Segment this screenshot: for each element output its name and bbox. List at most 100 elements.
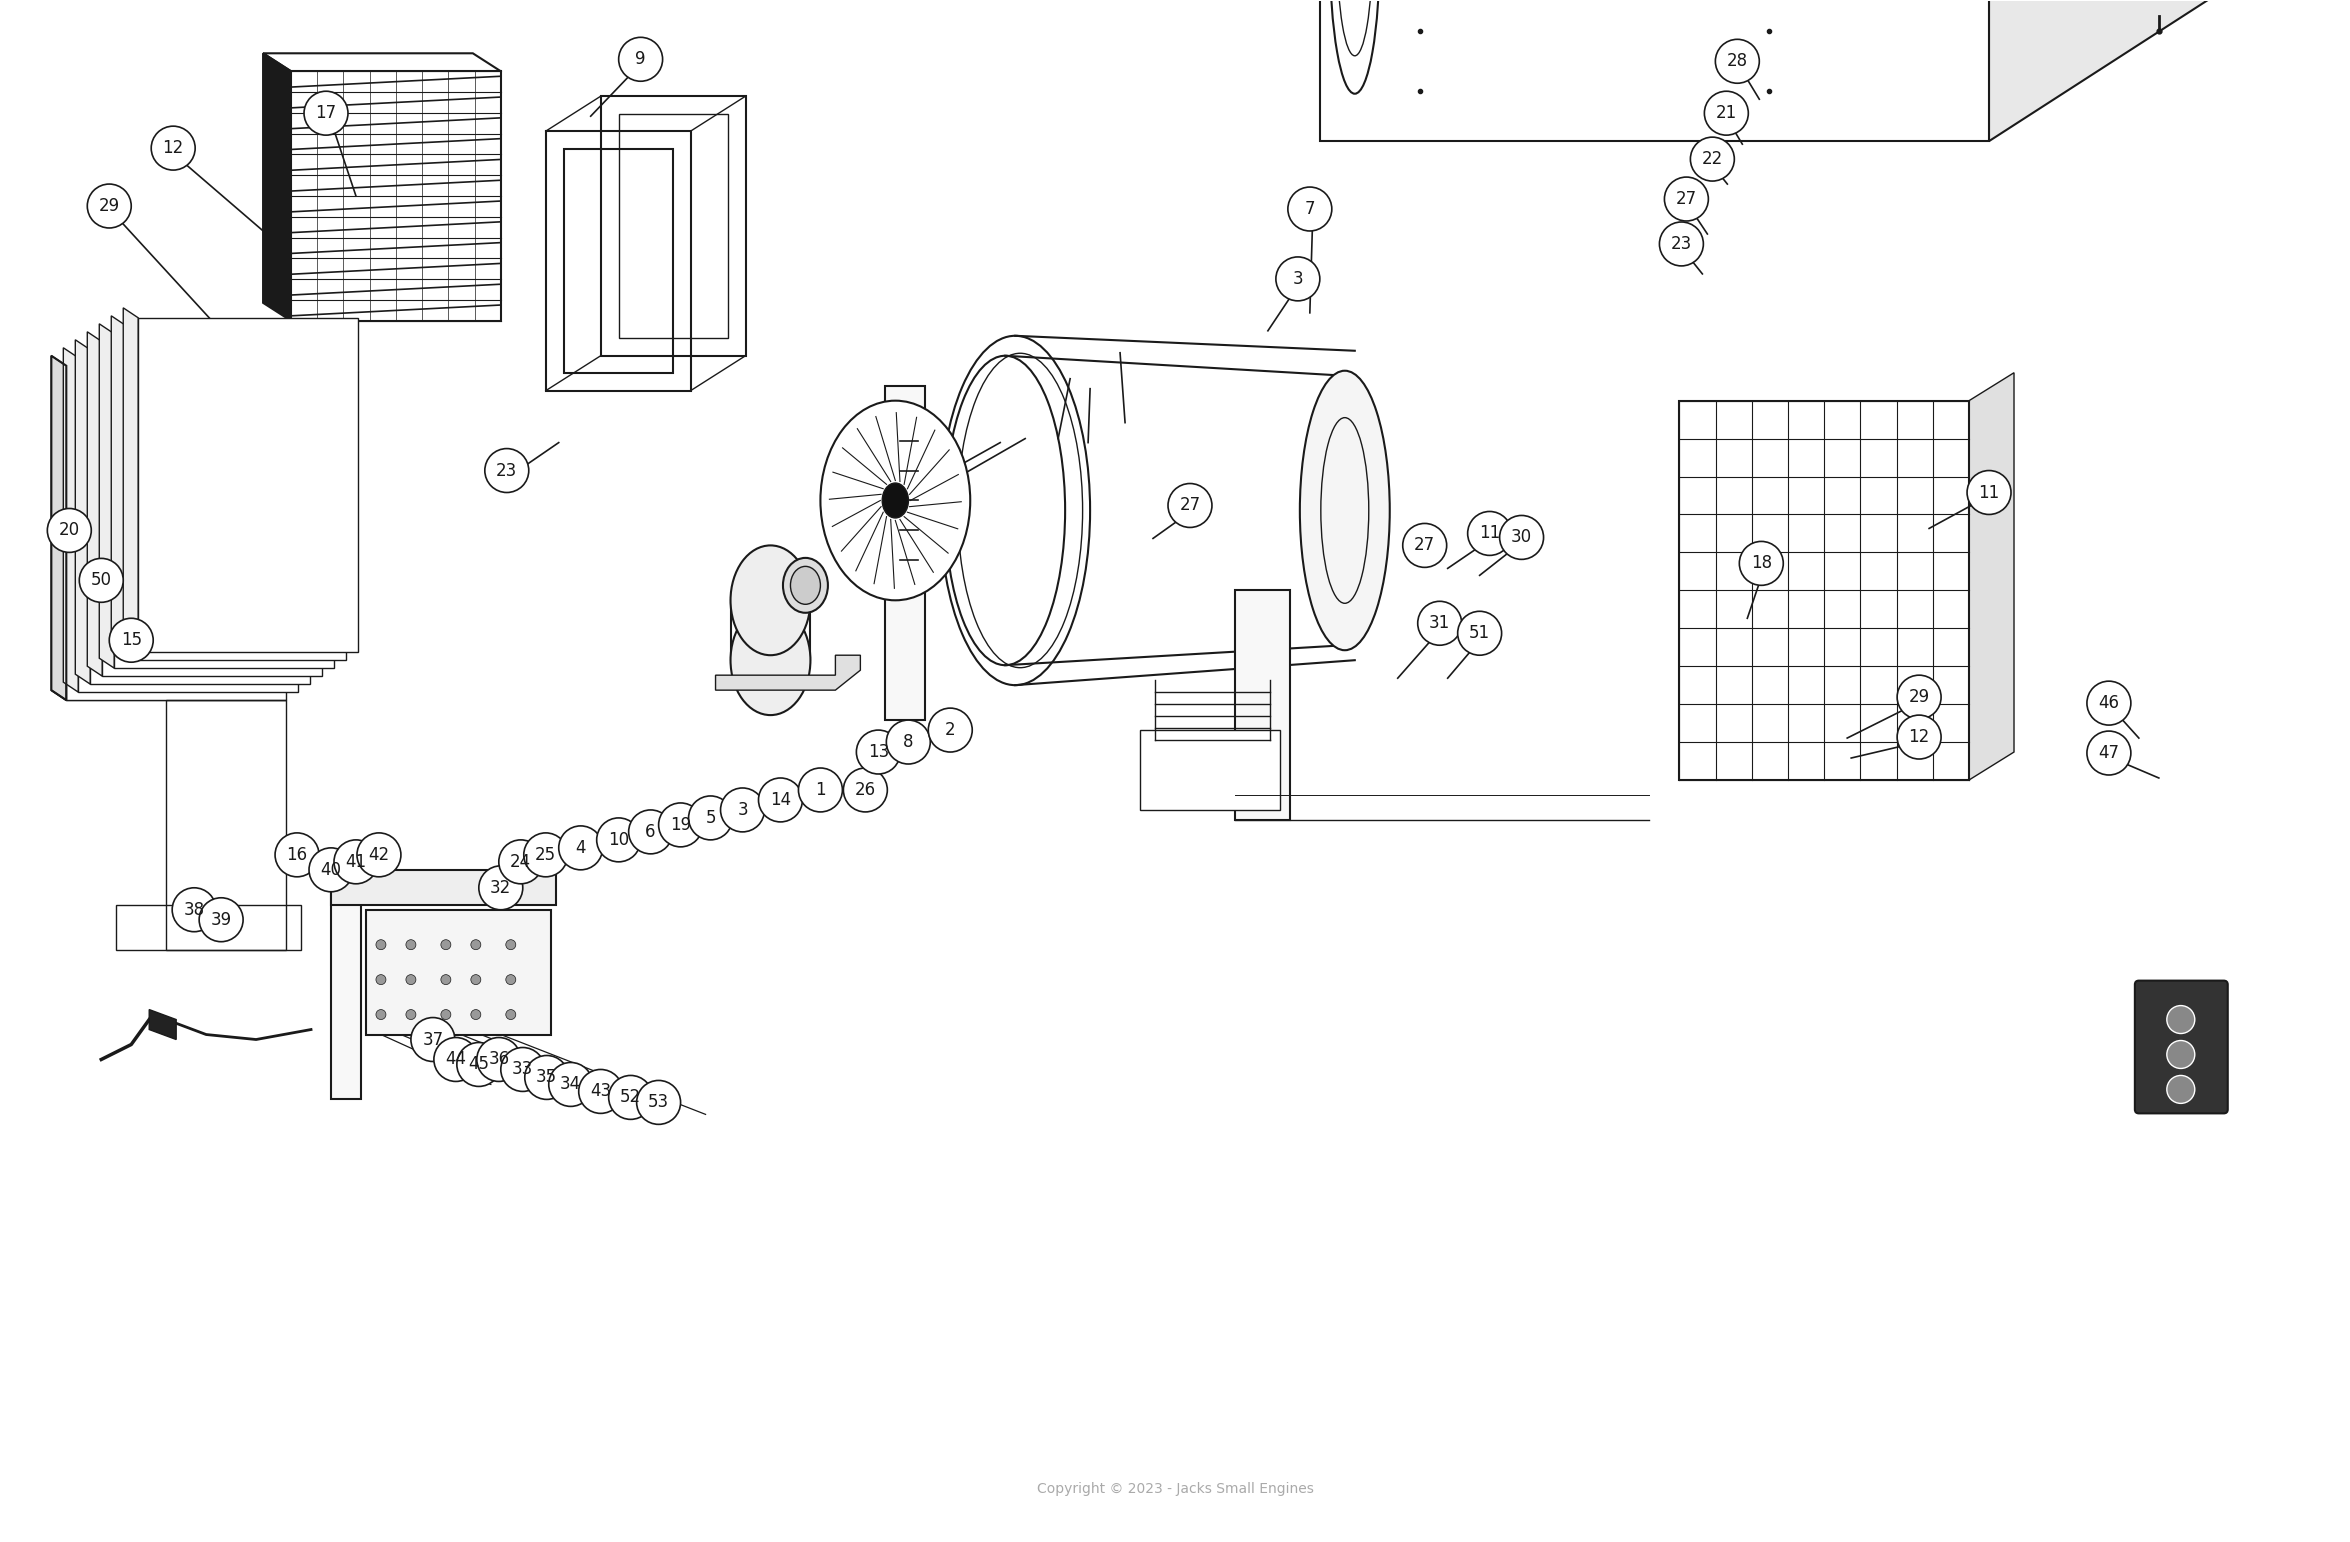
Text: 34: 34 <box>559 1075 580 1093</box>
Circle shape <box>2167 1005 2195 1033</box>
Text: Copyright © 2023 - Jacks Small Engines: Copyright © 2023 - Jacks Small Engines <box>1036 1482 1314 1496</box>
Text: 12: 12 <box>1908 728 1929 746</box>
Ellipse shape <box>731 606 811 715</box>
Circle shape <box>357 833 402 877</box>
Polygon shape <box>52 356 66 700</box>
Circle shape <box>479 865 522 910</box>
Circle shape <box>1739 541 1784 586</box>
Text: 24: 24 <box>510 853 531 871</box>
Text: 11: 11 <box>1478 524 1499 543</box>
Circle shape <box>2167 1041 2195 1069</box>
Text: 5: 5 <box>705 810 717 827</box>
Circle shape <box>578 1070 623 1113</box>
Text: 22: 22 <box>1701 150 1723 168</box>
Polygon shape <box>331 870 362 1099</box>
Circle shape <box>1967 470 2012 515</box>
Circle shape <box>80 558 122 603</box>
Circle shape <box>928 708 973 752</box>
Circle shape <box>505 1010 515 1019</box>
Text: 36: 36 <box>489 1050 510 1069</box>
Text: 33: 33 <box>512 1061 533 1078</box>
Ellipse shape <box>881 483 909 518</box>
Text: 40: 40 <box>320 860 341 879</box>
Text: 25: 25 <box>536 847 557 864</box>
Circle shape <box>2087 682 2131 725</box>
Circle shape <box>658 803 703 847</box>
Text: 31: 31 <box>1429 614 1450 632</box>
Polygon shape <box>148 1010 176 1039</box>
Text: 17: 17 <box>315 105 336 122</box>
Ellipse shape <box>1300 370 1389 651</box>
Circle shape <box>456 1042 501 1087</box>
Circle shape <box>2167 1075 2195 1104</box>
Text: 51: 51 <box>1469 625 1490 643</box>
Polygon shape <box>1988 0 2298 142</box>
Circle shape <box>87 183 132 228</box>
Polygon shape <box>1236 591 1290 820</box>
Circle shape <box>1704 91 1748 136</box>
Text: 28: 28 <box>1727 52 1748 71</box>
Circle shape <box>407 939 416 950</box>
Polygon shape <box>1321 0 1988 142</box>
Text: 7: 7 <box>1304 200 1316 217</box>
Text: 44: 44 <box>446 1050 465 1069</box>
Circle shape <box>505 975 515 985</box>
Polygon shape <box>331 870 555 905</box>
Circle shape <box>1276 258 1321 301</box>
Text: 29: 29 <box>1908 688 1929 706</box>
Text: 41: 41 <box>345 853 367 871</box>
Circle shape <box>799 768 841 813</box>
Text: 32: 32 <box>491 879 512 897</box>
Polygon shape <box>78 358 298 692</box>
Circle shape <box>1659 222 1704 265</box>
Polygon shape <box>291 71 501 321</box>
Circle shape <box>442 975 451 985</box>
Text: 3: 3 <box>738 800 747 819</box>
Circle shape <box>501 1047 545 1092</box>
Text: 52: 52 <box>620 1089 642 1107</box>
FancyBboxPatch shape <box>2134 981 2228 1113</box>
Polygon shape <box>52 691 287 700</box>
Circle shape <box>550 1062 592 1107</box>
Text: 13: 13 <box>867 743 888 762</box>
Circle shape <box>470 939 482 950</box>
Text: 38: 38 <box>183 901 204 919</box>
Circle shape <box>108 618 153 662</box>
Text: 21: 21 <box>1716 105 1737 122</box>
Text: 50: 50 <box>92 572 113 589</box>
Text: 19: 19 <box>670 816 691 834</box>
Text: 30: 30 <box>1511 529 1532 546</box>
Circle shape <box>442 1010 451 1019</box>
Circle shape <box>597 817 642 862</box>
Circle shape <box>498 840 543 884</box>
Circle shape <box>1469 512 1511 555</box>
Polygon shape <box>99 324 115 668</box>
Polygon shape <box>263 54 291 321</box>
Circle shape <box>275 833 320 877</box>
Polygon shape <box>87 332 103 677</box>
Circle shape <box>689 796 733 840</box>
Circle shape <box>1457 611 1502 655</box>
Polygon shape <box>110 316 127 660</box>
Text: 26: 26 <box>855 780 877 799</box>
Text: 45: 45 <box>468 1055 489 1073</box>
Text: 20: 20 <box>59 521 80 540</box>
Circle shape <box>376 939 385 950</box>
Circle shape <box>1690 137 1734 180</box>
Polygon shape <box>103 342 322 677</box>
Circle shape <box>411 1018 456 1061</box>
Text: 14: 14 <box>771 791 792 810</box>
Ellipse shape <box>820 401 971 600</box>
Circle shape <box>1168 484 1213 527</box>
Text: 47: 47 <box>2099 745 2120 762</box>
Polygon shape <box>1680 401 1969 780</box>
Circle shape <box>505 939 515 950</box>
Text: 46: 46 <box>2099 694 2120 712</box>
Circle shape <box>376 975 385 985</box>
Text: 1: 1 <box>815 780 825 799</box>
Circle shape <box>484 449 529 492</box>
Ellipse shape <box>783 558 827 612</box>
Text: 6: 6 <box>646 823 656 840</box>
Circle shape <box>470 975 482 985</box>
Polygon shape <box>122 308 139 652</box>
